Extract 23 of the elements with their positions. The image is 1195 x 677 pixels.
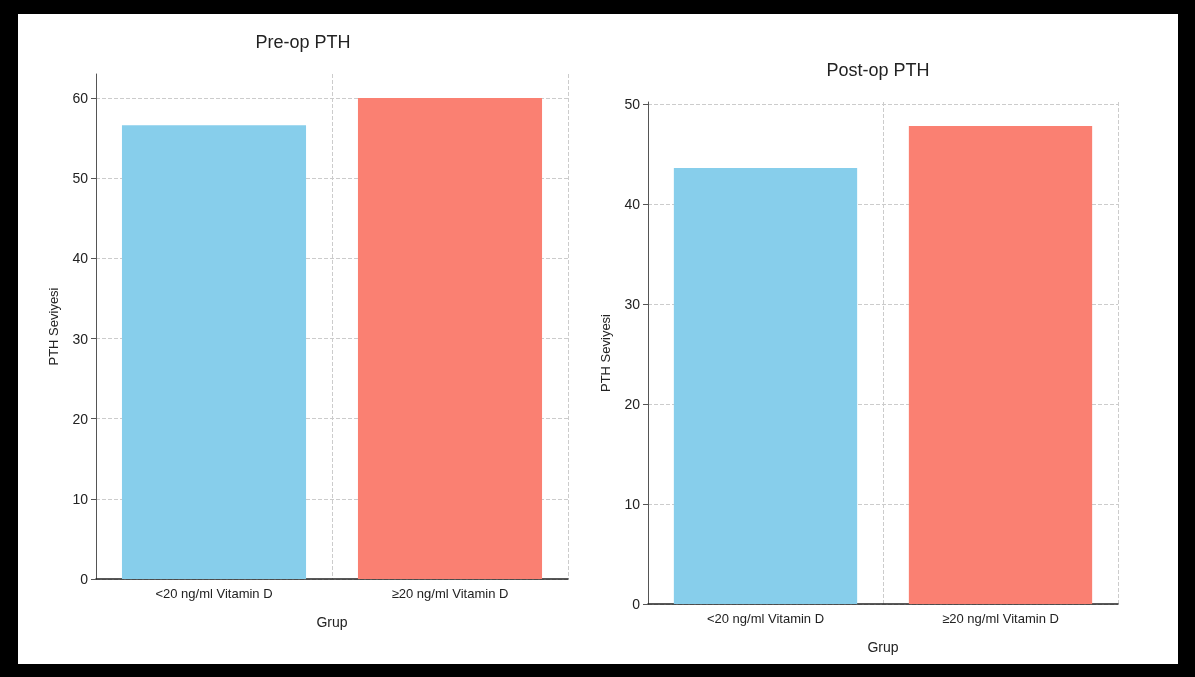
y-tick-label: 20 — [624, 396, 641, 412]
x-axis-title: Grup — [867, 639, 899, 655]
y-tick-label: 10 — [72, 490, 89, 507]
x-axis-title: Grup — [316, 614, 348, 630]
y-tick-label: 0 — [80, 571, 89, 587]
y-tick-label: 30 — [624, 296, 641, 312]
x-tick-label: ≥20 ng/ml Vitamin D — [942, 611, 1059, 626]
y-tick-label: 0 — [632, 596, 641, 612]
y-tick-label: 60 — [72, 90, 89, 107]
y-tick-label: 50 — [624, 96, 641, 112]
chart-title: Pre-op PTH — [255, 32, 351, 52]
x-tick-label: <20 ng/ml Vitamin D — [706, 611, 825, 626]
y-tick-label: 40 — [72, 250, 89, 267]
y-tick-label: 30 — [72, 330, 89, 347]
y-tick-label: 20 — [72, 410, 89, 427]
y-tick-label: 40 — [624, 196, 641, 212]
y-axis-title: PTH Seviyesi — [598, 313, 613, 393]
x-tick-label: <20 ng/ml Vitamin D — [155, 586, 273, 601]
y-tick-label: 10 — [624, 496, 641, 512]
y-axis-title: PTH Seviyesi — [46, 287, 61, 366]
y-tick-label: 50 — [72, 170, 89, 187]
x-tick-label: ≥20 ng/ml Vitamin D — [391, 586, 509, 601]
chart-title: Post-op PTH — [826, 60, 930, 80]
